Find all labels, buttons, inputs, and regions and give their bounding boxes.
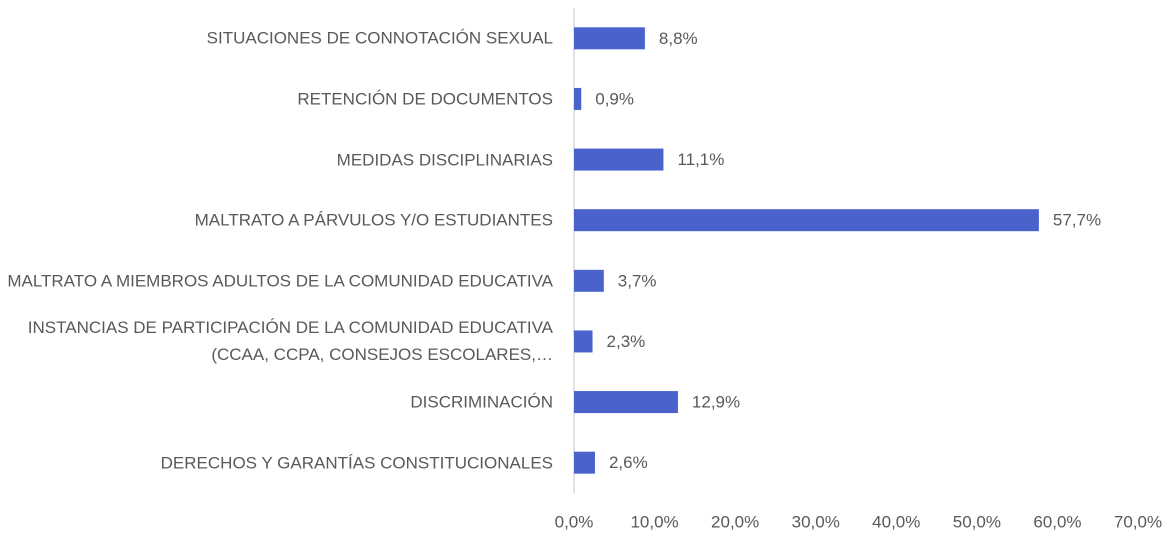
category-label: MEDIDAS DISCIPLINARIAS xyxy=(336,150,553,170)
category-label: MALTRATO A MIEMBROS ADULTOS DE LA COMUNI… xyxy=(7,271,553,291)
data-label: 57,7% xyxy=(1053,211,1101,230)
bar xyxy=(574,330,593,353)
category-label: DISCRIMINACIÓN xyxy=(410,392,553,412)
x-tick-label: 0,0% xyxy=(555,512,594,531)
data-label: 8,8% xyxy=(659,29,698,48)
data-label: 3,7% xyxy=(618,271,657,290)
bar xyxy=(574,269,604,292)
x-tick-label: 40,0% xyxy=(872,512,920,531)
x-tick-label: 70,0% xyxy=(1114,512,1162,531)
data-label: 0,9% xyxy=(595,89,634,108)
x-tick-label: 30,0% xyxy=(792,512,840,531)
bar xyxy=(574,27,645,50)
category-label: MALTRATO A PÁRVULOS Y/O ESTUDIANTES xyxy=(194,210,553,230)
category-label: SITUACIONES DE CONNOTACIÓN SEXUAL xyxy=(206,28,553,48)
category-label: DERECHOS Y GARANTÍAS CONSTITUCIONALES xyxy=(160,453,553,473)
data-label: 11,1% xyxy=(677,150,724,169)
bar xyxy=(574,451,595,474)
bar xyxy=(574,209,1039,232)
x-tick-label: 60,0% xyxy=(1033,512,1081,531)
category-label: RETENCIÓN DE DOCUMENTOS xyxy=(297,89,553,109)
bar xyxy=(574,87,582,110)
x-tick-label: 20,0% xyxy=(711,512,759,531)
data-label: 2,3% xyxy=(607,332,646,351)
data-label: 2,6% xyxy=(609,453,648,472)
bar xyxy=(574,391,678,414)
x-tick-label: 50,0% xyxy=(953,512,1001,531)
category-label: INSTANCIAS DE PARTICIPACIÓN DE LA COMUNI… xyxy=(27,318,553,365)
data-label: 12,9% xyxy=(692,393,740,412)
bar xyxy=(574,148,664,171)
x-tick-label: 10,0% xyxy=(630,512,678,531)
